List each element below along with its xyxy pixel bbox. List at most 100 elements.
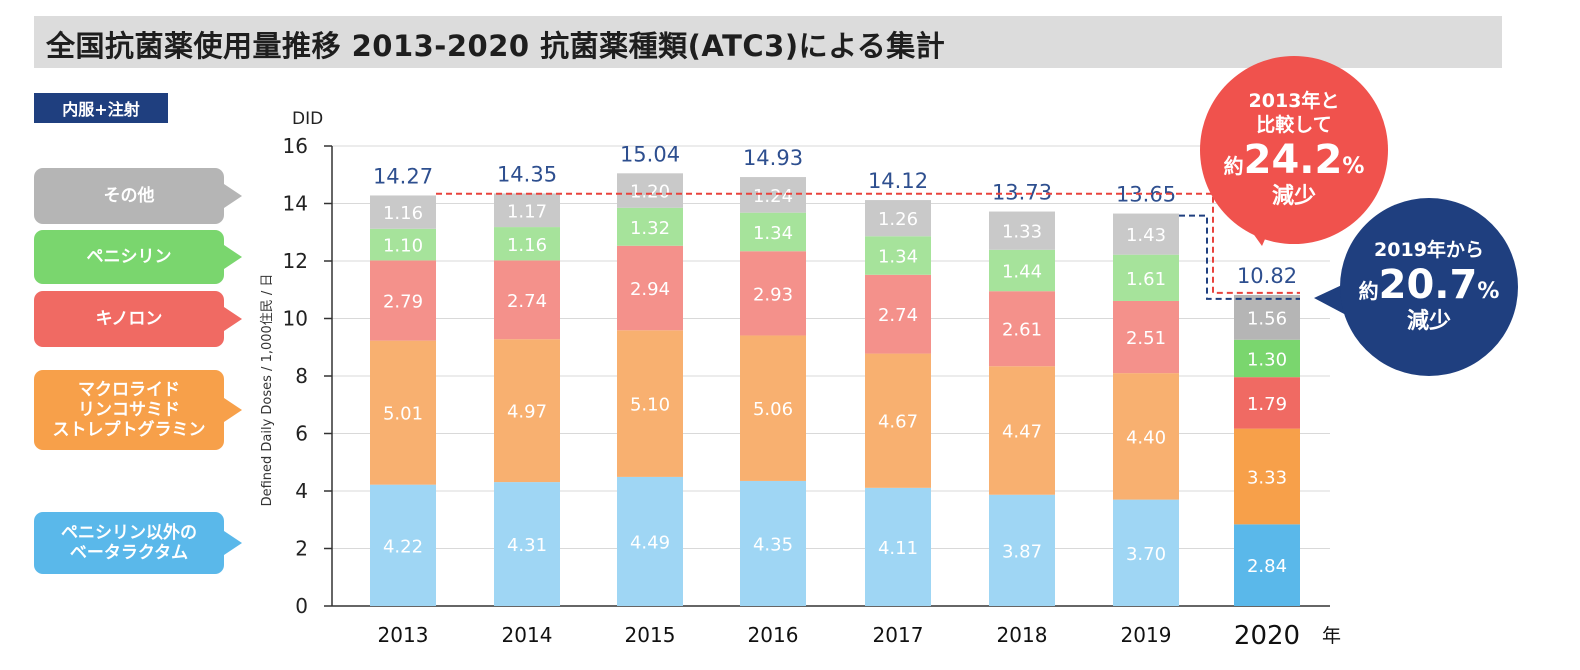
y-tick-label: 2 [295,537,308,561]
y-tick-label: 0 [295,594,308,618]
data-label-penicillin: 1.34 [878,247,918,268]
callout-vs-2013-prefix: 約 [1223,154,1244,178]
bar-segment-other [989,211,1055,250]
callout-vs-2019-text: 2019年から [1374,239,1484,261]
data-label-quinolone: 2.79 [383,292,423,313]
chart-title: 全国抗菌薬使用量推移 2013-2020 抗菌薬種類(ATC3)による集計 [46,29,946,63]
bar-segment-betalactam [1234,524,1300,606]
data-label-other: 1.17 [507,201,547,222]
bar-segment-betalactam [617,476,683,606]
comparison-2019-line [1179,214,1300,300]
callout-vs-2013-value: 24.2 [1243,137,1343,183]
y-axis-unit: DID [292,109,323,129]
callout-vs-2019-tail: 減少 [1406,309,1451,334]
bar-segment-macrolide [1234,428,1300,525]
bar-segment-macrolide [1113,373,1179,500]
bar-segment-quinolone [617,245,683,331]
data-label-other: 1.20 [630,182,670,203]
callout-vs-2019-unit: % [1477,279,1500,304]
legend-item-quinolone: キノロン [34,291,242,347]
y-tick-label: 16 [283,134,308,158]
legend-arrow-icon [224,531,242,555]
legend-item-other: その他 [34,168,242,224]
data-label-macrolide: 4.40 [1126,427,1166,448]
y-tick-label: 14 [283,192,308,216]
bar-segment-macrolide [740,335,806,481]
total-label: 10.82 [1237,264,1297,288]
data-label-macrolide: 4.97 [507,402,547,423]
data-label-quinolone: 2.74 [878,305,918,326]
data-label-penicillin: 1.34 [753,223,793,244]
bar-segment-other [617,173,683,208]
bar-segment-macrolide [494,339,560,483]
data-label-penicillin: 1.32 [630,218,670,239]
bar-segment-quinolone [1113,300,1179,374]
bar-segment-betalactam [989,494,1055,606]
callout-vs-2019-prefix: 約 [1358,279,1379,303]
data-label-betalactam: 4.31 [507,535,547,556]
x-tick-label: 2014 [502,623,553,647]
data-label-macrolide: 5.06 [753,399,793,420]
data-label-penicillin: 1.10 [383,236,423,257]
x-tick-label: 2013 [378,623,429,647]
legend-label-other: その他 [103,186,155,206]
data-label-quinolone: 2.93 [753,284,793,305]
bar-segment-penicillin [865,236,931,275]
callout-vs-2019-tail-shape [1314,284,1348,316]
bar-segment-other [740,177,806,213]
callout-vs-2019: 2019年から 約20.7% 減少 [1340,198,1518,376]
route-badge: 内服+注射 [34,93,168,123]
bar-segment-penicillin [1234,339,1300,378]
y-tick-label: 8 [295,364,308,388]
legend-arrow-icon [224,307,242,331]
bar-segment-other [1113,213,1179,255]
data-label-macrolide: 4.67 [878,412,918,433]
bar-segment-quinolone [865,274,931,354]
data-label-betalactam: 4.11 [878,538,918,559]
bar-segment-betalactam [1113,499,1179,606]
data-label-other: 1.56 [1247,308,1287,329]
x-tick-label: 2019 [1121,623,1172,647]
bar-segment-quinolone [370,260,436,341]
data-label-other: 1.26 [878,209,918,230]
data-label-quinolone: 2.61 [1002,320,1042,341]
bar-segment-macrolide [617,330,683,477]
total-label: 14.12 [868,169,928,193]
bar-segment-penicillin [617,207,683,246]
data-label-other: 1.33 [1002,222,1042,243]
legend-label-macrolide: マクロライド リンコサミド ストレプトグラミン [52,380,206,440]
bar-segment-penicillin [1113,254,1179,301]
data-label-other: 1.16 [383,203,423,224]
bar-segment-other [494,193,560,228]
total-label: 14.27 [373,165,433,189]
x-axis-suffix: 年 [1322,625,1341,647]
bar-segment-other [865,200,931,237]
callout-vs-2013-unit: % [1342,154,1365,179]
data-label-quinolone: 2.51 [1126,328,1166,349]
data-label-other: 1.43 [1126,225,1166,246]
y-tick-label: 10 [283,307,308,331]
bar-segment-macrolide [865,353,931,488]
y-tick-label: 4 [295,479,308,503]
bar-segment-penicillin [989,249,1055,292]
callout-vs-2013: 2013年と 比較して 約24.2% 減少 [1200,56,1388,244]
callout-vs-2013-text: 2013年と 比較して [1248,90,1340,136]
bar-segment-other [1234,294,1300,340]
data-label-macrolide: 5.01 [383,404,423,425]
data-label-penicillin: 1.30 [1247,349,1287,370]
data-label-betalactam: 3.70 [1126,544,1166,565]
data-label-quinolone: 2.74 [507,291,547,312]
legend-arrow-icon [224,184,242,208]
legend-arrow-icon [224,398,242,422]
bar-segment-quinolone [494,260,560,340]
bar-segment-betalactam [740,480,806,606]
total-label: 13.73 [992,180,1052,204]
data-label-betalactam: 2.84 [1247,556,1287,577]
y-tick-label: 6 [295,422,308,446]
data-label-other: 1.24 [753,186,793,207]
legend-label-quinolone: キノロン [95,309,163,329]
data-label-macrolide: 3.33 [1247,467,1287,488]
data-label-betalactam: 3.87 [1002,541,1042,562]
bar-segment-quinolone [740,251,806,336]
